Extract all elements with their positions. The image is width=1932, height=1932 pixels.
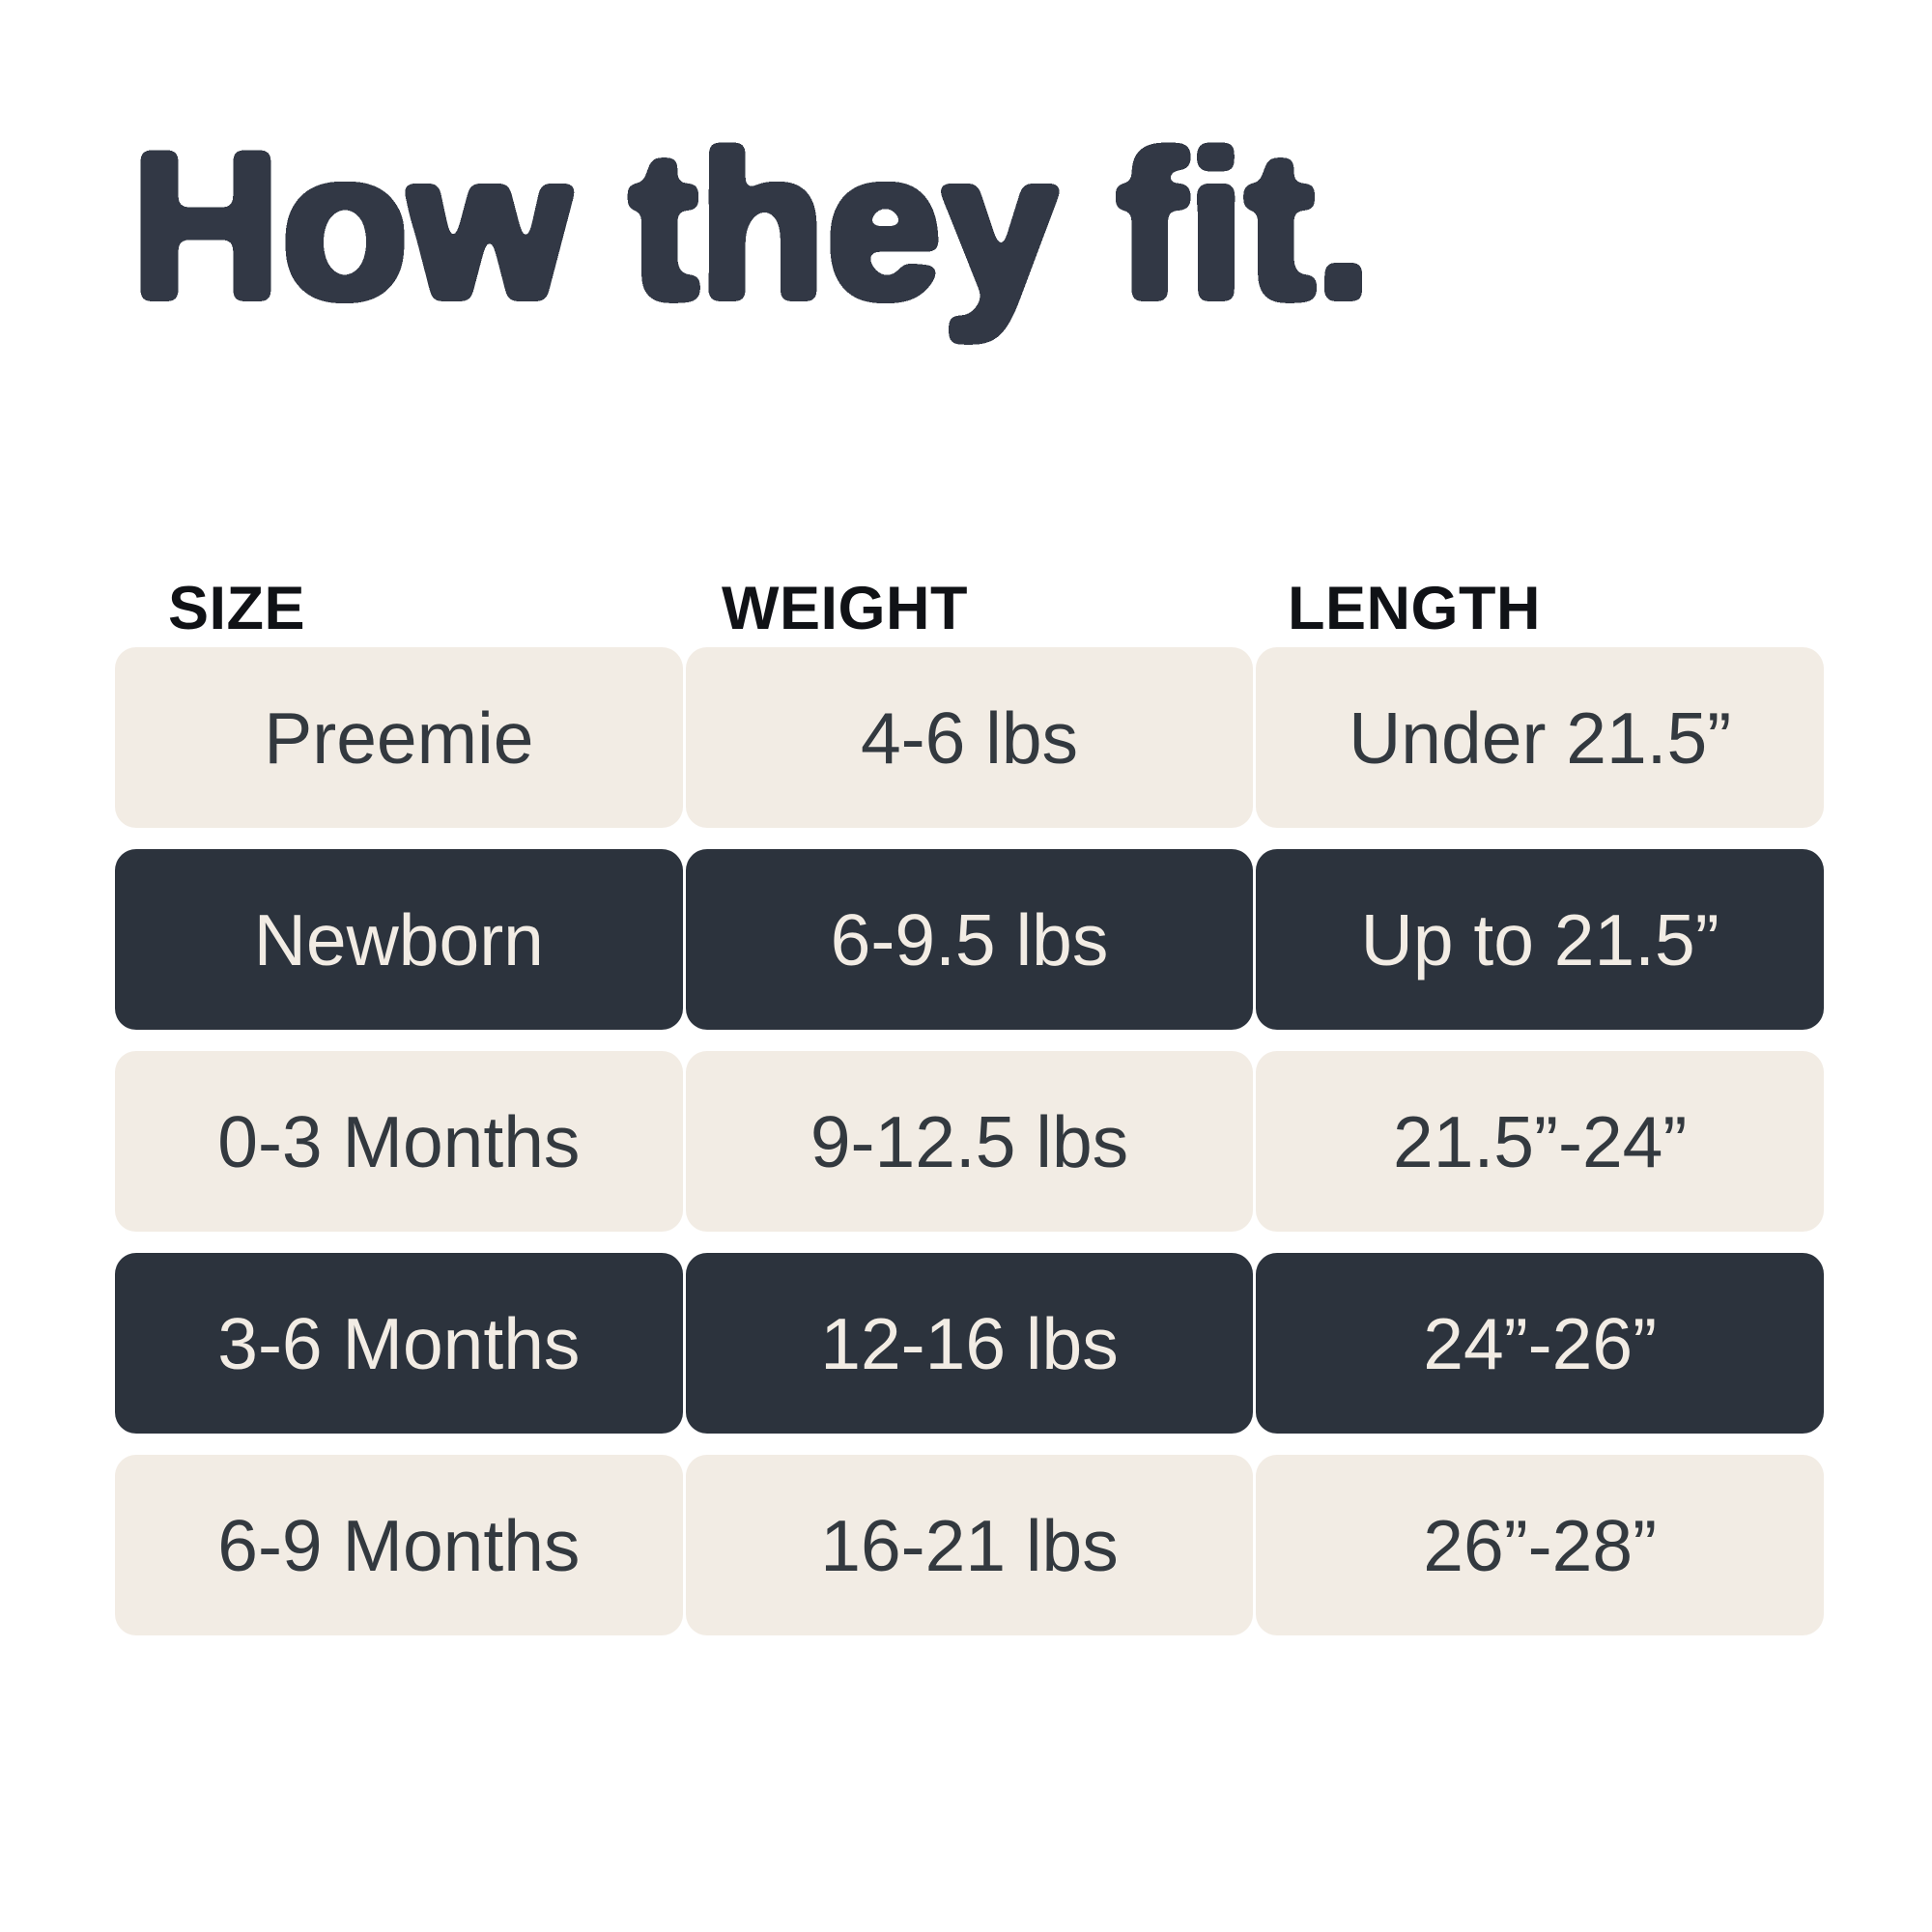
- svg-text:How they fit.: How they fit.: [130, 108, 1373, 342]
